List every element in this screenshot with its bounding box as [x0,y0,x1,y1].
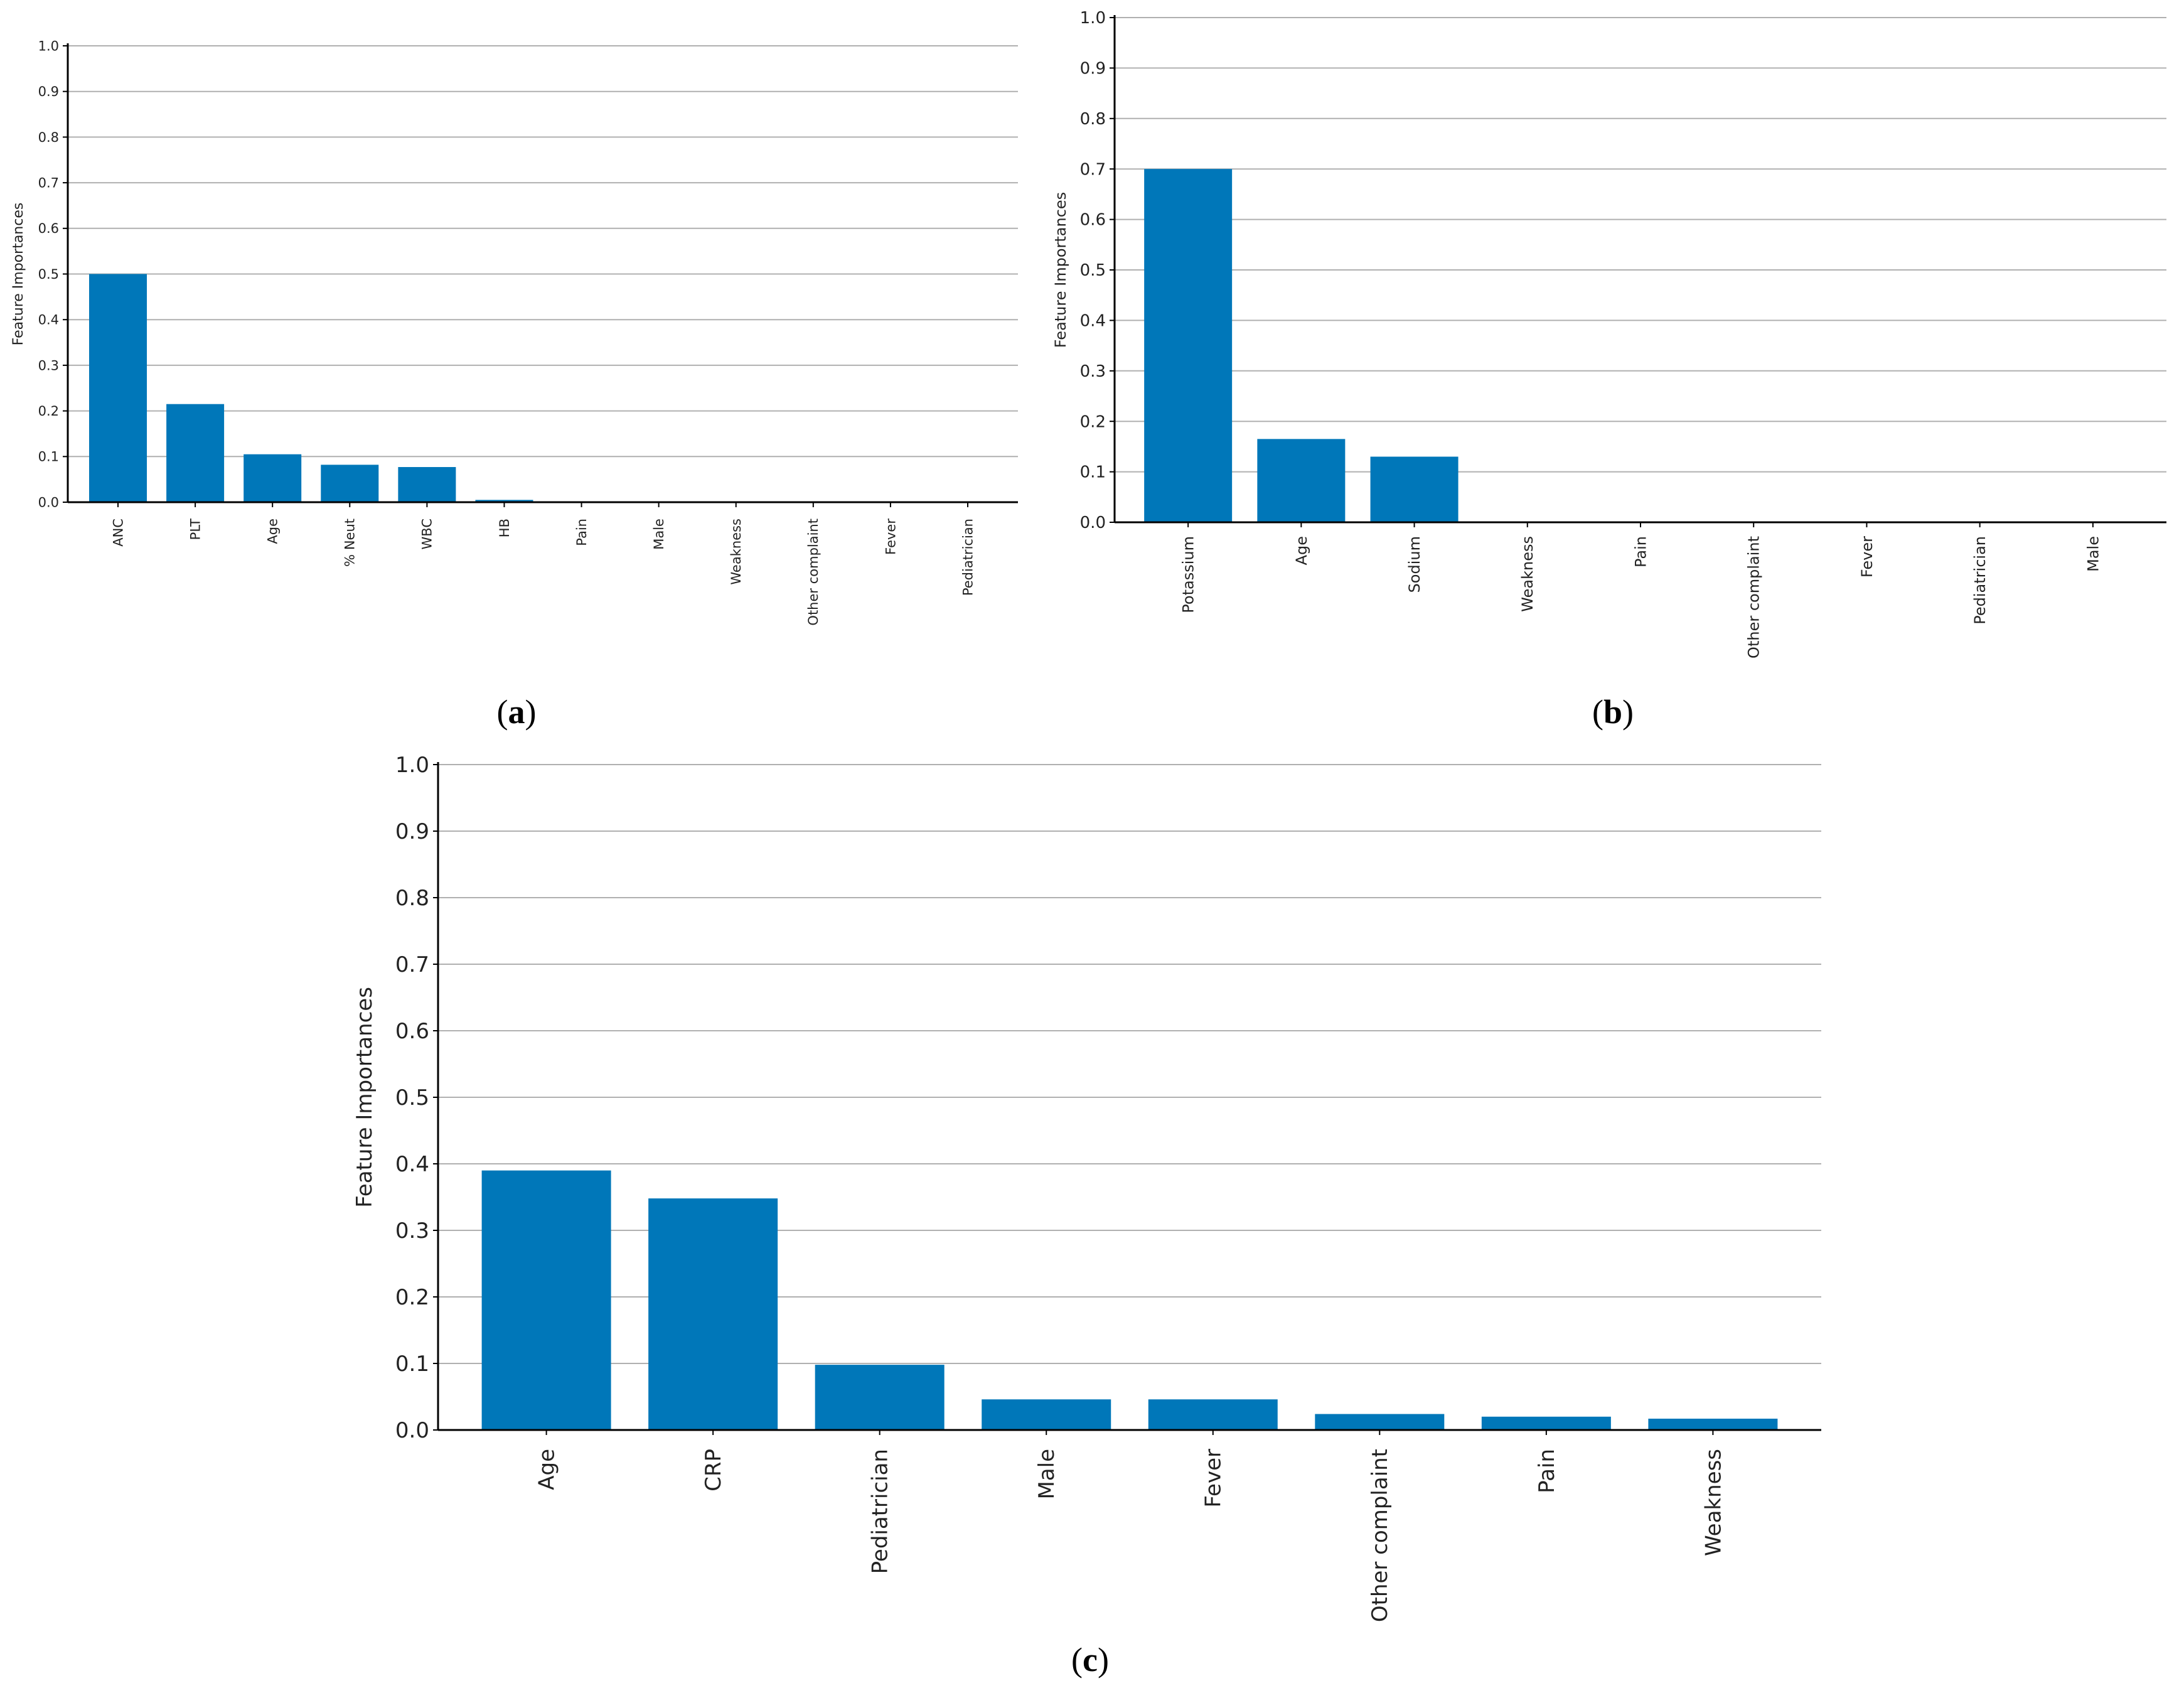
x-tick-label: Weakness [1701,1449,1726,1556]
chart-panel-c: 0.0 0.1 0.2 0.3 0.4 0.5 0.6 0.7 0.8 0.9 1.0 Age CRP P… [352,753,1821,1679]
panel-caption: (b) [1592,693,1634,731]
y-tick-label: 1.0 [395,753,429,778]
y-tick-label: 1.0 [38,38,59,53]
bar-crp [648,1198,778,1430]
x-tick-label: Fever [883,519,898,555]
y-tick-label: 0.2 [1080,412,1106,431]
y-tick-label: 0.7 [1080,160,1106,179]
panel-letter: a [508,693,525,731]
bar-sodium [1370,456,1459,522]
x-tick-label: Pain [1632,536,1649,567]
y-tick-label: 0.2 [395,1285,429,1310]
x-tick-label: Pediatrician [960,519,975,596]
x-tick-label: Weakness [729,519,744,585]
x-tick-label: Other complaint [1368,1449,1393,1622]
bar-age [1257,439,1346,522]
panel-caption: (c) [1071,1641,1109,1679]
x-tick-label: Age [535,1449,560,1490]
x-tick-label: Pain [574,519,589,546]
x-tick-label: Male [1034,1449,1059,1500]
x-tick-label: ANC [110,519,126,547]
bar-neut [321,465,379,502]
y-tick-label: 0.1 [1080,463,1106,482]
bar-plt [166,404,225,502]
x-tick-label: Pediatrician [868,1449,893,1574]
y-tick-label: 0.0 [1080,513,1106,532]
y-tick-label: 0.2 [38,404,59,419]
y-tick-label: 0.5 [1080,261,1106,280]
x-tick-label: WBC [420,519,435,549]
y-tick-label: 0.6 [38,221,59,236]
x-tick-label: Pain [1534,1449,1560,1493]
bar-age [244,454,302,502]
x-tick-label: Other complaint [806,519,821,626]
panel-caption: (a) [497,693,537,731]
chart-panel-a: 0.0 0.1 0.2 0.3 0.4 0.5 0.6 0.7 0.8 0.9 1.0 ANC PLT A… [11,38,1018,731]
y-tick-label: 0.9 [395,819,429,844]
x-tick-label: Sodium [1406,536,1423,593]
bar-weakness [1648,1418,1778,1430]
y-tick-label: 0.4 [395,1152,429,1177]
bar-potassium [1144,169,1233,522]
bar-male [982,1399,1111,1430]
x-tick-label: Pediatrician [1971,536,1989,625]
y-axis-label: Feature Importances [11,203,26,346]
y-tick-label: 0.6 [1080,211,1106,230]
y-tick-label: 0.0 [395,1418,429,1443]
panel-letter: c [1083,1641,1098,1679]
y-tick-label: 0.3 [38,358,59,373]
bar-pain [1481,1416,1611,1430]
y-tick-label: 0.7 [38,175,59,190]
x-tick-label: % Neut [343,519,358,567]
bar-other-complaint [1315,1414,1445,1430]
bar-fever [1148,1399,1278,1430]
bar-age [481,1170,611,1430]
x-tick-label: Male [651,519,666,550]
bar-pediatrician [815,1365,945,1430]
x-tick-label: HB [497,519,512,537]
y-tick-label: 0.8 [395,886,429,911]
y-tick-label: 0.6 [395,1019,429,1044]
x-tick-label: Other complaint [1745,536,1763,658]
y-axis-label: Feature Importances [1052,192,1069,348]
y-tick-label: 0.7 [395,952,429,977]
y-tick-label: 0.9 [38,84,59,99]
y-tick-label: 0.1 [38,449,59,465]
x-tick-label: Weakness [1519,536,1536,612]
x-tick-label: CRP [701,1449,726,1491]
y-tick-label: 0.1 [395,1352,429,1377]
x-tick-label: Male [2084,536,2102,572]
y-tick-label: 1.0 [1080,9,1106,28]
y-axis-label: Feature Importances [352,987,377,1208]
x-tick-label: Potassium [1180,536,1197,613]
y-tick-label: 0.5 [38,267,59,282]
y-tick-label: 0.4 [38,313,59,328]
y-tick-label: 0.3 [395,1218,429,1244]
bar-hb [475,500,533,502]
bar-anc [89,274,147,502]
y-tick-label: 0.8 [38,130,59,145]
x-tick-label: Fever [1858,536,1876,578]
y-tick-label: 0.3 [1080,362,1106,381]
x-tick-label: Fever [1201,1449,1226,1508]
y-tick-label: 0.0 [38,495,59,510]
chart-panel-b: 0.0 0.1 0.2 0.3 0.4 0.5 0.6 0.7 0.8 0.9 1.0 Potassi… [1052,9,2166,731]
panel-letter: b [1603,693,1622,731]
y-tick-label: 0.5 [395,1085,429,1110]
x-tick-label: Age [265,519,281,544]
y-tick-label: 0.8 [1080,110,1106,129]
x-tick-label: Age [1293,536,1310,565]
y-tick-label: 0.9 [1080,60,1106,78]
x-tick-label: PLT [188,519,203,540]
y-tick-label: 0.4 [1080,312,1106,331]
bar-wbc [398,467,456,502]
